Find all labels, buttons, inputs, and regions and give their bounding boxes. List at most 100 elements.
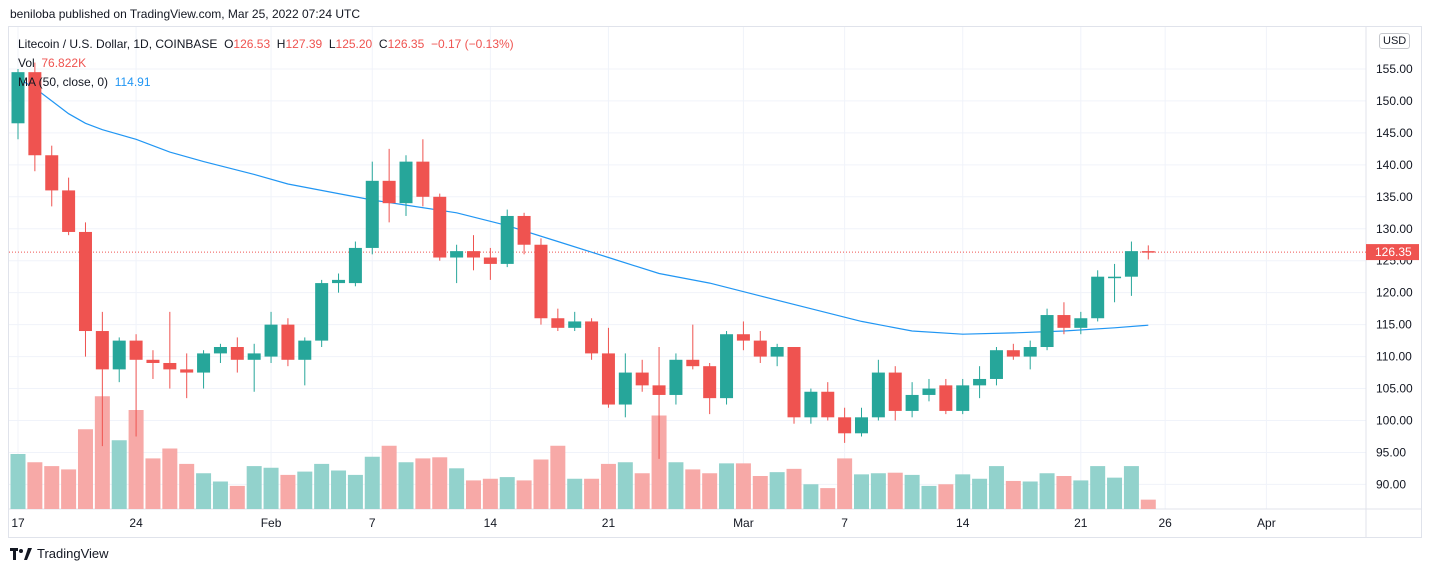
candle-body[interactable] [838,417,852,434]
candle-body[interactable] [112,340,126,370]
candle-body[interactable] [804,391,818,418]
candle-body[interactable] [298,340,312,360]
candle-body[interactable] [28,72,42,156]
y-tick-label: 90.00 [1376,477,1406,491]
candle-body[interactable] [466,251,480,258]
candle-body[interactable] [956,385,970,411]
candle-body[interactable] [315,283,329,341]
footer-brand[interactable]: TradingView [10,546,109,561]
candle-body[interactable] [1040,315,1054,348]
ma-value: 114.91 [114,75,151,89]
volume-bar [297,471,313,509]
volume-bar [988,466,1004,509]
candle-body[interactable] [585,321,599,354]
candle-body[interactable] [483,257,497,264]
candle-body[interactable] [568,321,582,328]
candle-body[interactable] [1124,251,1138,277]
candle-body[interactable] [720,334,734,399]
candle-body[interactable] [703,366,717,399]
volume-bar [364,456,380,509]
candle-body[interactable] [618,372,632,405]
candle-body[interactable] [365,180,379,248]
candle-body[interactable] [888,372,902,411]
candle-body[interactable] [197,353,211,373]
candle-body[interactable] [973,378,987,386]
candle-body[interactable] [450,251,464,258]
candle-body[interactable] [180,369,194,373]
price-tag-box [1366,244,1419,261]
candle-body[interactable] [939,385,953,411]
candle-body[interactable] [551,318,565,328]
candle-body[interactable] [517,215,531,245]
candle-body[interactable] [1141,251,1155,253]
candle-body[interactable] [230,347,244,360]
candle-body[interactable] [770,347,784,357]
candle-body[interactable] [686,359,700,367]
candle-body[interactable] [1006,350,1020,357]
candle-body[interactable] [601,353,615,405]
candle-body[interactable] [922,388,936,395]
ma-line[interactable] [17,77,1149,335]
volume-bar [347,474,363,509]
candle-body[interactable] [989,350,1003,379]
candle-body[interactable] [652,385,666,395]
candle-body[interactable] [855,417,868,434]
candle-body[interactable] [163,362,177,370]
volume-bar [27,462,43,509]
candle-body[interactable] [399,161,413,204]
volume-bar [685,469,701,509]
ma-row[interactable]: MA (50, close, 0) 114.91 [18,73,514,92]
volume-bar [449,468,465,509]
volume-bar [617,462,633,509]
volume-bar [584,478,600,509]
x-tick-label: 24 [129,516,143,530]
candle-body[interactable] [736,334,750,341]
candle-body[interactable] [433,196,447,258]
candle-body[interactable] [332,279,346,284]
volume-bar [719,463,735,509]
volume-bar [44,466,60,509]
candle-body[interactable] [213,347,227,354]
candle-body[interactable] [62,190,76,232]
candle-body[interactable] [247,353,261,360]
volume-bar [921,485,937,509]
candle-body[interactable] [1023,347,1037,357]
candle-body[interactable] [669,359,683,395]
symbol-name[interactable]: Litecoin / U.S. Dollar, 1D, COINBASE [18,37,218,51]
candle-body[interactable] [1057,315,1071,328]
candle-body[interactable] [78,231,92,332]
tradingview-logo-icon [10,547,32,560]
candle-body[interactable] [905,394,919,411]
candle-body[interactable] [281,324,295,360]
y-tick-label: 105.00 [1376,382,1413,396]
chart-legend: Litecoin / U.S. Dollar, 1D, COINBASE O12… [18,35,514,92]
candle-body[interactable] [1108,276,1122,279]
candle-body[interactable] [1074,318,1088,328]
volume-bar [550,445,566,509]
candle-body[interactable] [11,72,25,124]
candle-body[interactable] [382,180,396,204]
candle-body[interactable] [129,340,143,360]
candle-body[interactable] [95,331,109,370]
candle-body[interactable] [1091,276,1105,319]
candle-body[interactable] [348,247,362,284]
candle-body[interactable] [45,155,59,191]
y-tick-label: 135.00 [1376,190,1413,204]
volume-row[interactable]: Vol 76.822K [18,54,514,73]
candle-body[interactable] [871,372,885,418]
candle-body[interactable] [264,324,278,357]
candle-body[interactable] [821,391,835,418]
candle-body[interactable] [787,347,801,418]
candle-body[interactable] [635,372,649,386]
candle-body[interactable] [500,215,514,264]
currency-badge[interactable]: USD [1379,33,1411,49]
x-tick-label: 14 [484,516,498,530]
candle-body[interactable] [416,161,430,197]
candle-body[interactable] [146,359,160,363]
volume-bar [331,470,347,509]
y-tick-label: 95.00 [1376,445,1406,459]
volume-bar [938,484,954,509]
candle-body[interactable] [534,244,548,319]
candle-body[interactable] [753,340,767,357]
